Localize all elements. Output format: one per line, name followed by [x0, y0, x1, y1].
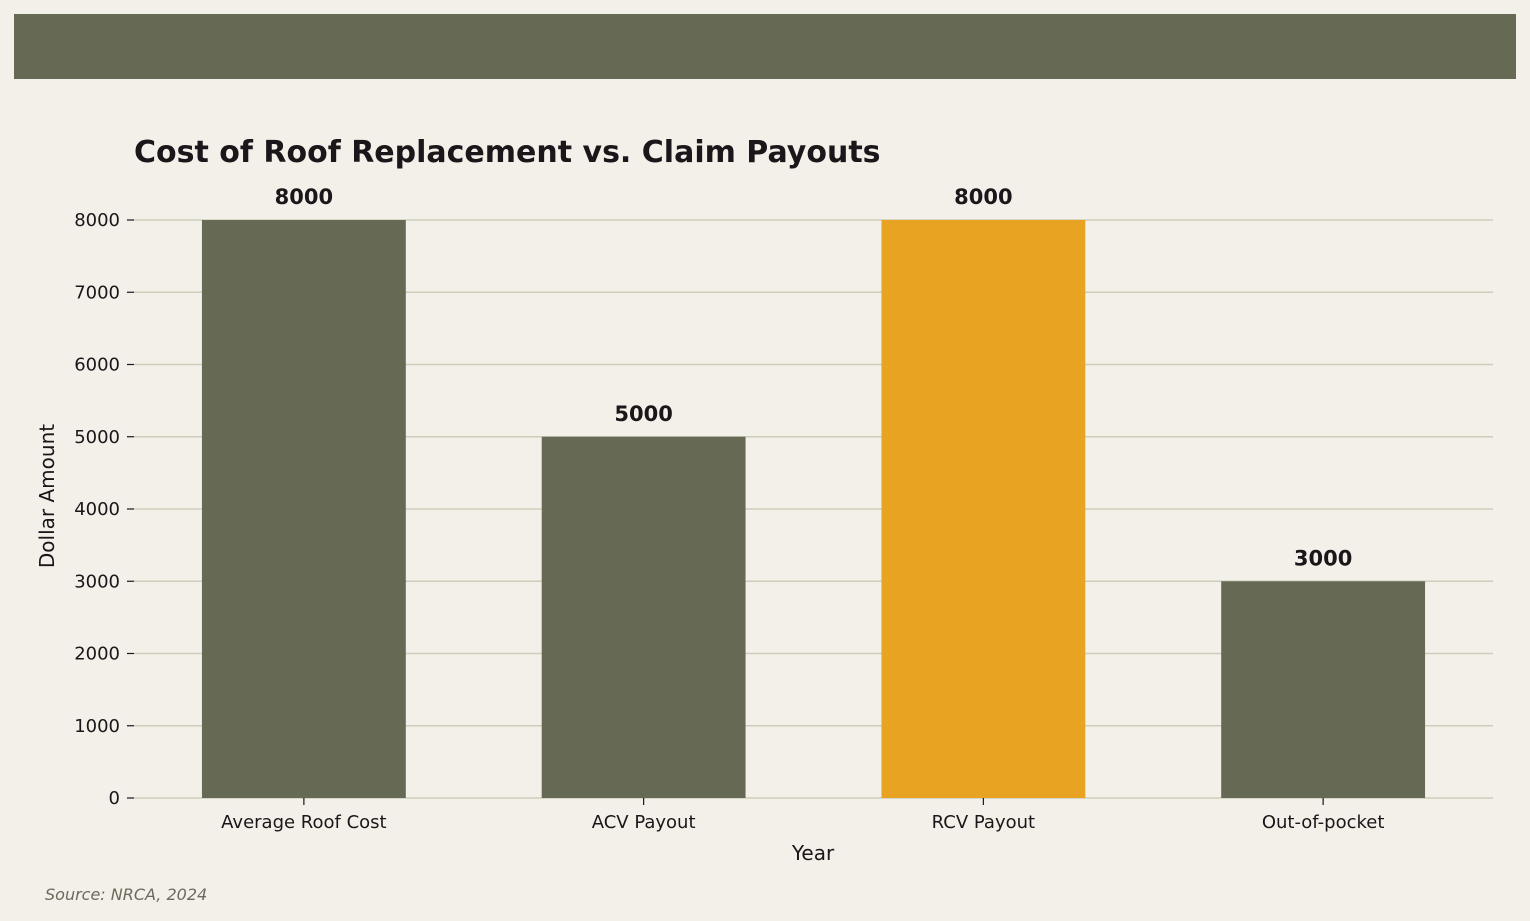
x-tick-label-3: Out-of-pocket: [1262, 812, 1385, 833]
bar-0: [201, 220, 406, 798]
y-axis-label: Dollar Amount: [35, 424, 59, 568]
value-label-2: 8000: [954, 185, 1012, 209]
value-label-3: 3000: [1294, 546, 1352, 570]
y-tick-label-0: 0: [109, 788, 120, 809]
y-tick-label-2000: 2000: [74, 644, 120, 665]
x-tick-label-2: RCV Payout: [932, 812, 1035, 833]
x-axis-label: Year: [791, 841, 835, 865]
chart-title: Cost of Roof Replacement vs. Claim Payou…: [134, 135, 881, 170]
bars: 8000 5000 8000 3000: [201, 185, 1426, 798]
y-tick-label-5000: 5000: [74, 427, 120, 448]
bar-2: [881, 220, 1086, 798]
source-note: Source: NRCA, 2024: [45, 885, 208, 904]
y-tick-label-1000: 1000: [74, 716, 120, 737]
bar-1: [541, 436, 746, 798]
y-tick-label-3000: 3000: [74, 571, 120, 592]
header-band: [14, 14, 1516, 79]
y-tick-label-7000: 7000: [74, 282, 120, 303]
y-tick-label-6000: 6000: [74, 355, 120, 376]
x-tick-label-1: ACV Payout: [592, 812, 696, 833]
value-label-1: 5000: [614, 402, 672, 426]
x-tick-label-0: Average Roof Cost: [221, 812, 386, 833]
y-tick-label-4000: 4000: [74, 499, 120, 520]
y-tick-label-8000: 8000: [74, 210, 120, 231]
axes: 0 1000 2000 3000 4000 5000 6000 7000 8000 Average…: [74, 210, 1384, 833]
bar-3: [1221, 581, 1426, 798]
value-label-0: 8000: [275, 185, 333, 209]
